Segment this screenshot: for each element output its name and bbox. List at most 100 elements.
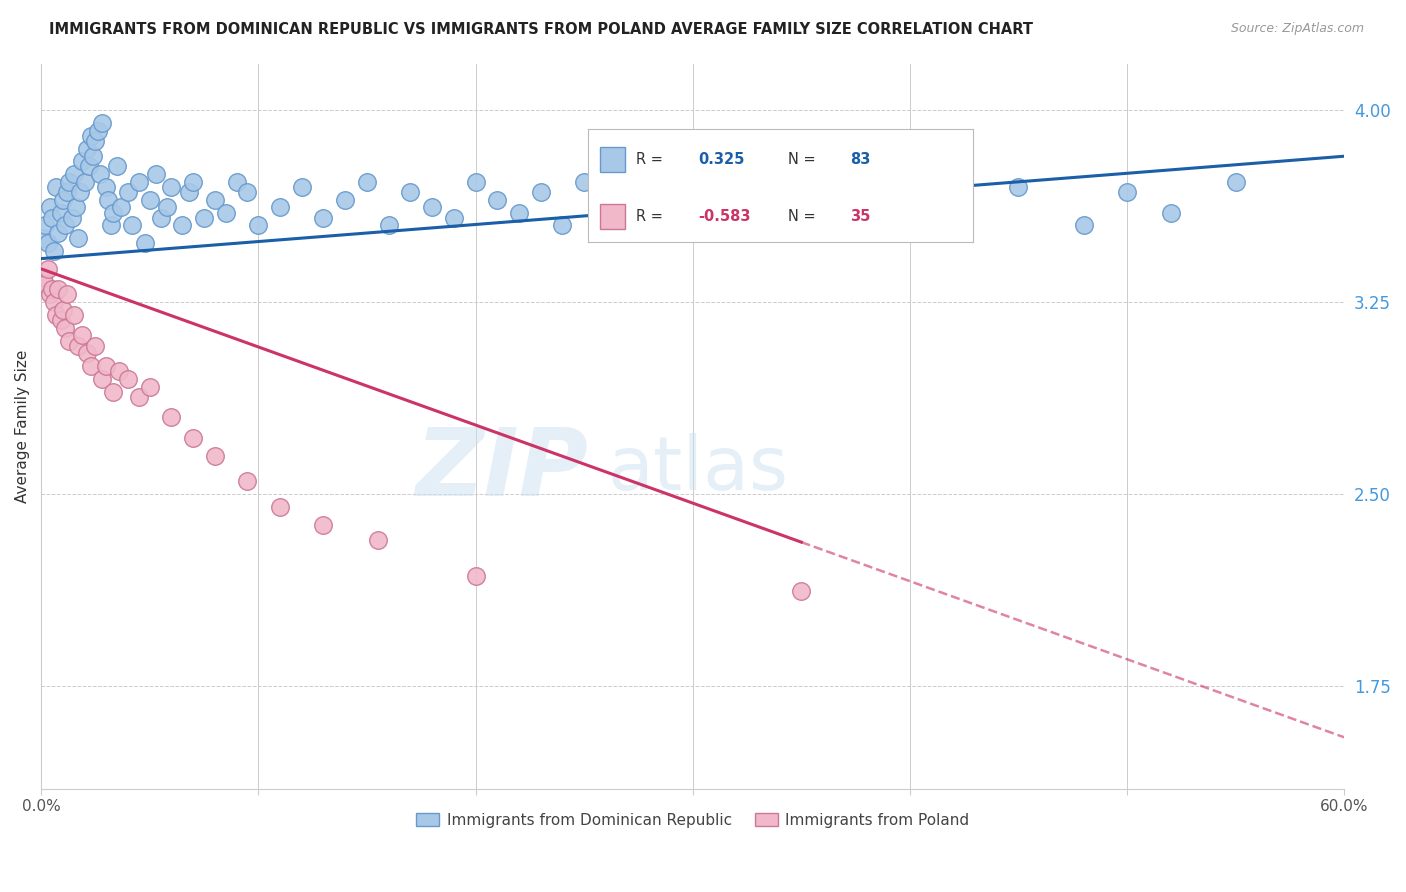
Point xyxy=(149,211,172,225)
Point xyxy=(90,372,112,386)
Point xyxy=(128,175,150,189)
Point xyxy=(367,533,389,548)
Point xyxy=(82,149,104,163)
Point xyxy=(101,205,124,219)
Point xyxy=(177,185,200,199)
Point xyxy=(128,390,150,404)
Point xyxy=(204,193,226,207)
Point xyxy=(236,475,259,489)
Point xyxy=(58,334,80,348)
Point xyxy=(38,287,60,301)
Point xyxy=(53,219,76,233)
Point xyxy=(97,193,120,207)
Point xyxy=(508,205,530,219)
Point xyxy=(181,431,204,445)
Point xyxy=(595,201,617,215)
Point xyxy=(616,211,638,225)
Point xyxy=(312,211,335,225)
Point xyxy=(45,308,67,322)
Point xyxy=(420,201,443,215)
Point xyxy=(37,261,59,276)
Point xyxy=(247,219,270,233)
Point xyxy=(121,219,143,233)
Point xyxy=(44,244,66,258)
Point xyxy=(551,219,574,233)
Point xyxy=(45,180,67,194)
Point xyxy=(72,328,94,343)
Point xyxy=(110,201,132,215)
Point xyxy=(89,167,111,181)
Point xyxy=(486,193,509,207)
Point xyxy=(193,211,215,225)
Point xyxy=(725,201,748,215)
Point xyxy=(145,167,167,181)
Point xyxy=(101,384,124,399)
Point xyxy=(225,175,247,189)
Text: ZIP: ZIP xyxy=(416,424,589,516)
Point xyxy=(1225,175,1247,189)
Point xyxy=(77,160,100,174)
Point xyxy=(100,219,122,233)
Point xyxy=(62,167,84,181)
Point xyxy=(811,175,834,189)
Point xyxy=(37,236,59,251)
Point xyxy=(41,211,63,225)
Point xyxy=(96,359,118,373)
Point xyxy=(215,205,238,219)
Point xyxy=(269,201,291,215)
Point xyxy=(60,211,83,225)
Point xyxy=(291,180,314,194)
Point xyxy=(181,175,204,189)
Point xyxy=(530,185,553,199)
Point xyxy=(44,295,66,310)
Point xyxy=(84,339,107,353)
Point xyxy=(48,282,70,296)
Point xyxy=(768,185,790,199)
Point xyxy=(312,517,335,532)
Point xyxy=(96,180,118,194)
Point xyxy=(65,201,87,215)
Point xyxy=(790,584,813,599)
Point xyxy=(56,185,79,199)
Point xyxy=(80,128,103,143)
Point xyxy=(659,180,682,194)
Point xyxy=(48,226,70,240)
Point xyxy=(52,193,75,207)
Point xyxy=(41,282,63,296)
Text: atlas: atlas xyxy=(607,434,789,507)
Point xyxy=(572,175,595,189)
Legend: Immigrants from Dominican Republic, Immigrants from Poland: Immigrants from Dominican Republic, Immi… xyxy=(408,805,977,835)
Point xyxy=(464,569,486,583)
Point xyxy=(204,449,226,463)
Point xyxy=(335,193,357,207)
Point xyxy=(1007,180,1029,194)
Point xyxy=(898,193,921,207)
Point xyxy=(86,123,108,137)
Point xyxy=(67,339,90,353)
Point xyxy=(76,142,98,156)
Text: IMMIGRANTS FROM DOMINICAN REPUBLIC VS IMMIGRANTS FROM POLAND AVERAGE FAMILY SIZE: IMMIGRANTS FROM DOMINICAN REPUBLIC VS IM… xyxy=(49,22,1033,37)
Point xyxy=(90,116,112,130)
Point xyxy=(156,201,179,215)
Point xyxy=(356,175,378,189)
Point xyxy=(269,500,291,514)
Y-axis label: Average Family Size: Average Family Size xyxy=(15,350,30,503)
Point xyxy=(117,185,139,199)
Point xyxy=(399,185,422,199)
Point xyxy=(160,410,183,425)
Point xyxy=(1073,219,1095,233)
Point xyxy=(32,269,55,284)
Point xyxy=(52,302,75,317)
Point xyxy=(443,211,465,225)
Point xyxy=(117,372,139,386)
Point xyxy=(84,134,107,148)
Point xyxy=(80,359,103,373)
Point xyxy=(942,201,965,215)
Point xyxy=(58,175,80,189)
Point xyxy=(172,219,194,233)
Point xyxy=(1160,205,1182,219)
Point xyxy=(56,287,79,301)
Point xyxy=(464,175,486,189)
Point xyxy=(134,236,156,251)
Point xyxy=(32,231,55,245)
